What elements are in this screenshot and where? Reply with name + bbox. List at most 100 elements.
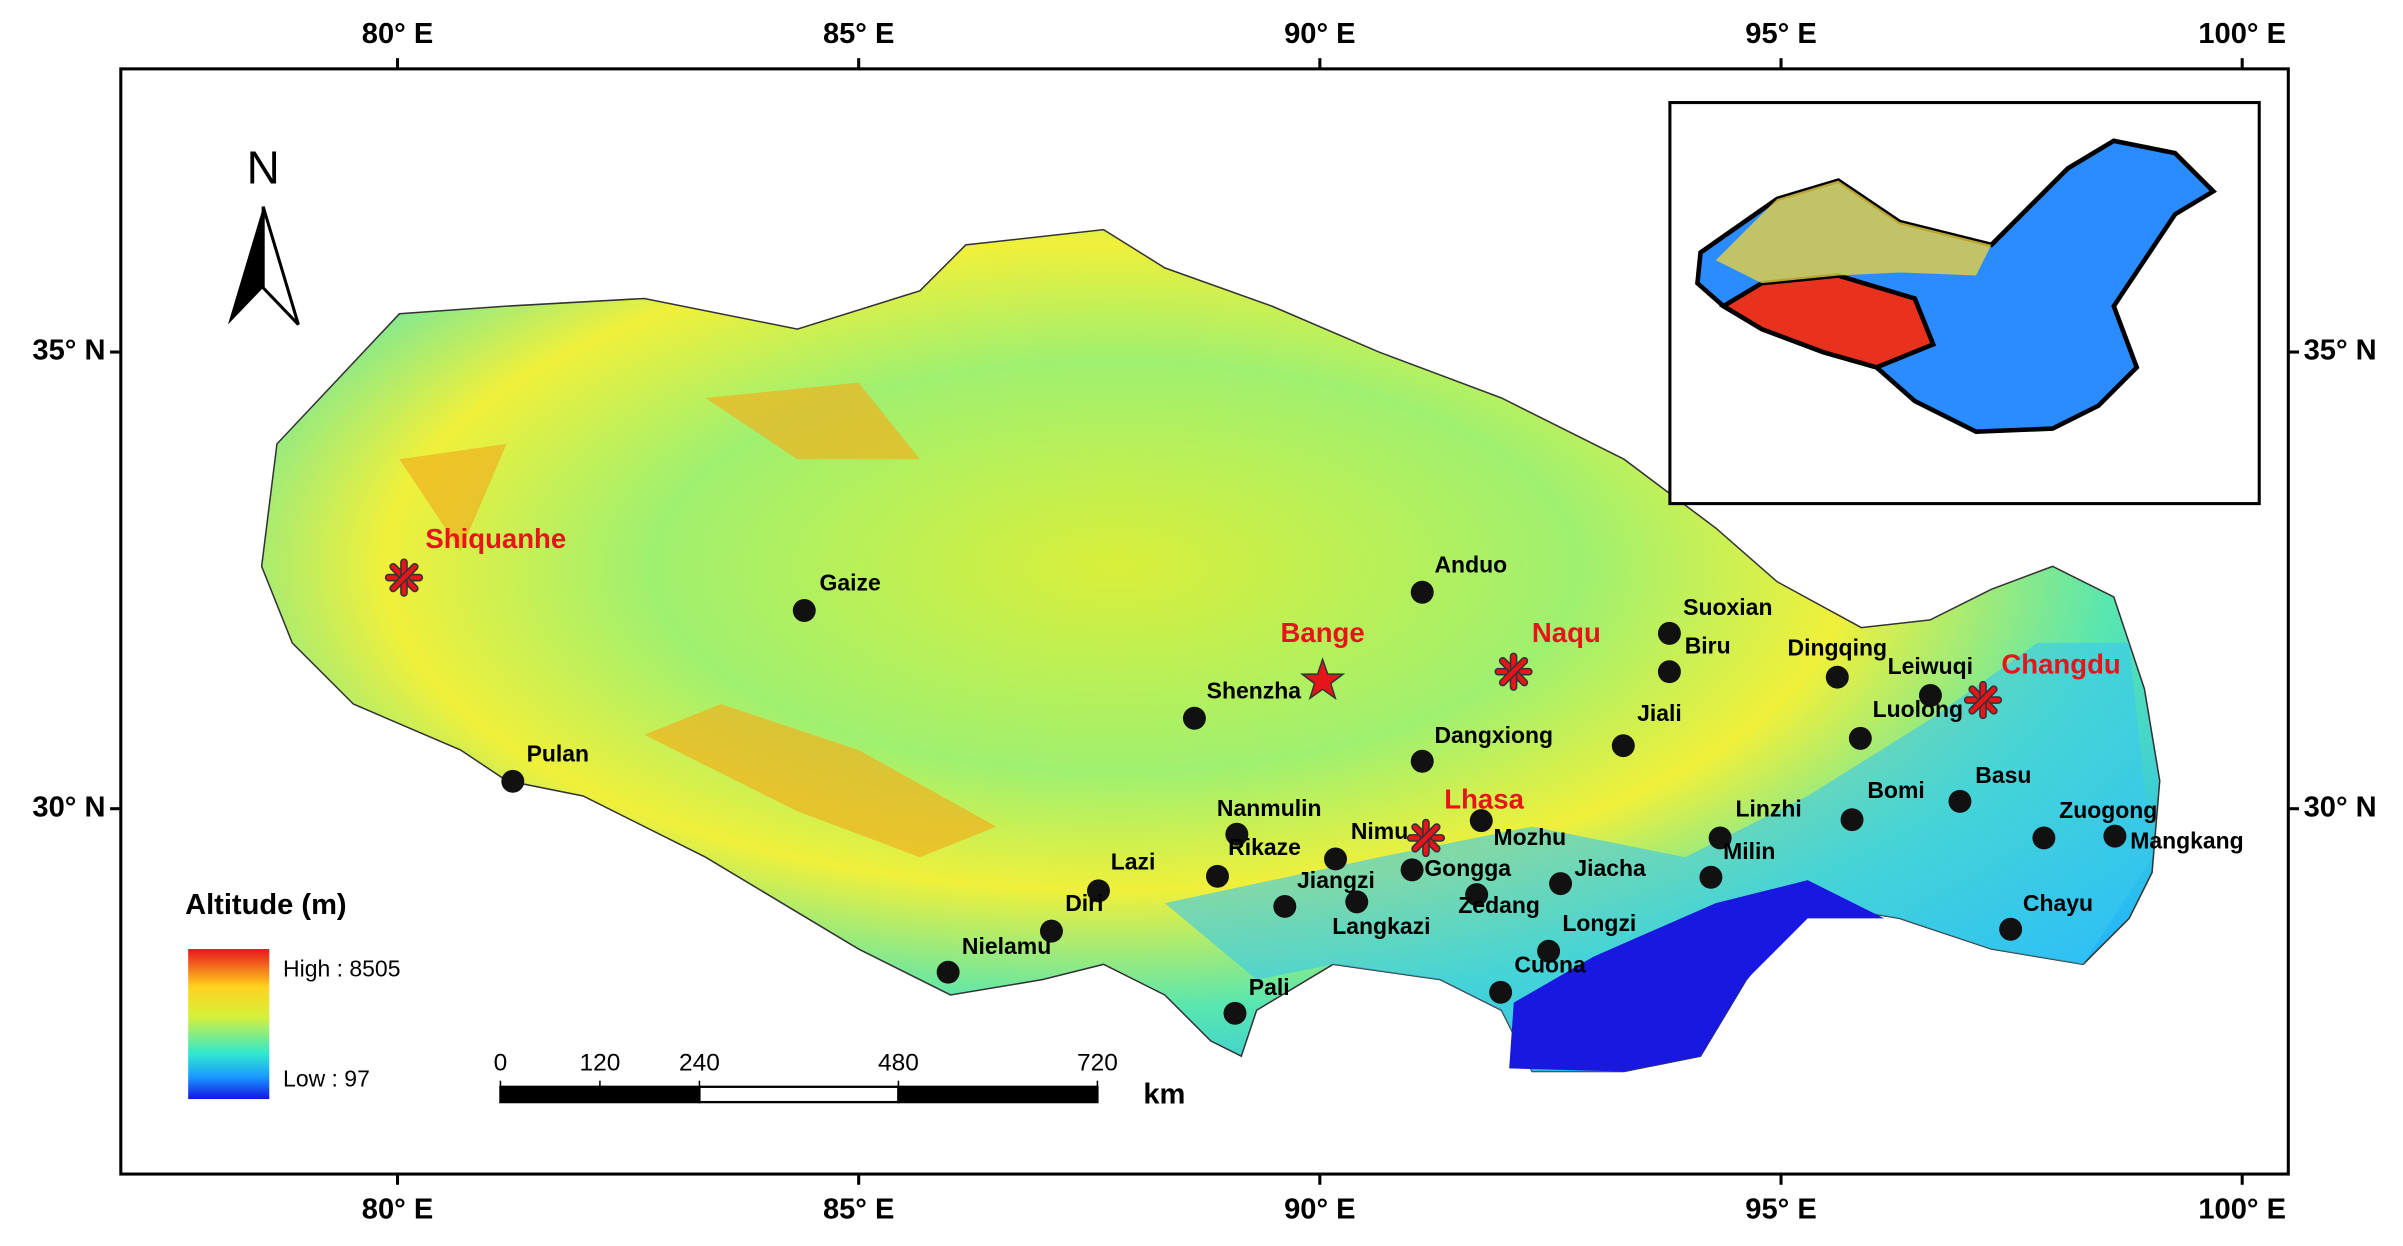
station-marker <box>1225 822 1249 846</box>
station-marker <box>1039 919 1063 943</box>
star-label: Bange <box>1281 617 1365 648</box>
x-tick-label: 90° E <box>1284 18 1355 50</box>
asterisk-stroke <box>1412 824 1440 852</box>
station-label: Shenzha <box>1207 677 1302 703</box>
station-label: Milin <box>1723 838 1775 864</box>
station-label: Leiwuqi <box>1888 653 1973 679</box>
capital-label: Naqu <box>1532 617 1601 648</box>
x-tick-label: 95° E <box>1745 1193 1816 1225</box>
station-label: Gongga <box>1424 855 1511 881</box>
scale-bar: 0 120 240 480 720 km <box>494 1049 1186 1110</box>
station-marker <box>1611 734 1635 758</box>
station-label: Longzi <box>1562 910 1636 936</box>
inset-tibet <box>1719 273 1937 370</box>
x-tick-label: 100° E <box>2198 1193 2286 1225</box>
station-marker <box>1087 879 1110 903</box>
x-tick-label: 85° E <box>823 1193 894 1225</box>
station-marker <box>1469 809 1493 833</box>
station-marker <box>1205 864 1229 888</box>
station-label: Nimu <box>1351 818 1408 844</box>
station-marker <box>1345 890 1369 914</box>
x-tick-label: 80° E <box>362 18 433 50</box>
legend-title: Altitude (m) <box>185 889 347 921</box>
station-label: Cuona <box>1514 951 1586 977</box>
capital-marker <box>1963 680 2003 720</box>
station-marker <box>1273 894 1297 918</box>
scale-segment <box>698 1085 900 1104</box>
station-label: Dangxiong <box>1434 722 1553 748</box>
y-tick-label: 35° N <box>2304 335 2377 367</box>
station-label: Langkazi <box>1332 913 1430 939</box>
station-marker <box>1840 808 1864 832</box>
scale-segment <box>499 1085 701 1104</box>
scale-label: 120 <box>580 1049 621 1076</box>
station-label: Linzhi <box>1735 795 1801 821</box>
y-tick-label: 30° N <box>2304 791 2377 823</box>
legend-low: Low : 97 <box>283 1066 370 1092</box>
y-tick-label: 30° N <box>32 791 105 823</box>
station-label: Lazi <box>1111 848 1156 874</box>
scale-label: 240 <box>679 1049 720 1076</box>
scale-label: 0 <box>494 1049 508 1076</box>
capital-marker <box>1494 652 1533 691</box>
x-tick-label: 80° E <box>362 1193 433 1225</box>
scale-segment <box>897 1085 1099 1104</box>
station-label: Jiali <box>1637 700 1682 726</box>
station-marker <box>1708 826 1732 850</box>
y-tick-label: 35° N <box>32 335 105 367</box>
station-marker <box>936 960 960 984</box>
station-marker <box>1410 749 1434 773</box>
station-label: Chayu <box>2023 890 2093 916</box>
station-label: Zedang <box>1458 892 1540 918</box>
station-label: Luolong <box>1873 696 1964 722</box>
high-ridges <box>399 382 997 858</box>
legend-high: High : 8505 <box>283 956 400 982</box>
station-marker <box>1465 883 1489 907</box>
station-label: Dingqing <box>1788 635 1887 661</box>
scale-unit: km <box>1143 1079 1185 1111</box>
legend: Altitude (m) High : 8505 Low : 97 <box>185 889 400 1100</box>
low-region <box>1509 880 1885 1072</box>
station-marker <box>1825 665 1849 689</box>
asterisk-stroke <box>390 564 418 591</box>
station-marker <box>2103 824 2127 848</box>
x-tick-label: 85° E <box>823 18 894 50</box>
station-label: Suoxian <box>1683 594 1772 620</box>
station-marker <box>1537 939 1561 963</box>
station-marker <box>2032 826 2056 850</box>
station-label: Biru <box>1685 632 1731 658</box>
inset-plateau <box>1715 180 1992 284</box>
north-label: N <box>247 142 280 194</box>
station-marker <box>1400 858 1424 882</box>
station-marker <box>1657 621 1681 645</box>
asterisk-stroke <box>1969 686 1997 714</box>
station-label: Anduo <box>1434 551 1507 577</box>
scale-label: 480 <box>878 1049 919 1076</box>
capital-marker <box>384 558 424 597</box>
station-label: Jiacha <box>1574 855 1646 881</box>
station-label: Rikaze <box>1228 834 1301 860</box>
station-marker <box>1948 789 1972 813</box>
station-marker <box>1918 683 1942 707</box>
x-tick-label: 100° E <box>2198 18 2286 50</box>
station-label: Zuogong <box>2059 797 2157 823</box>
station-label: Pulan <box>527 740 590 766</box>
station-marker <box>1699 865 1723 889</box>
capital-marker <box>1406 818 1446 858</box>
x-tick-label: 90° E <box>1284 1193 1355 1225</box>
capital-label: Changdu <box>2001 649 2120 680</box>
station-marker <box>1489 980 1513 1004</box>
valley-low <box>1164 642 2153 1072</box>
station-marker <box>1848 726 1872 750</box>
station-label: Diri <box>1065 890 1103 916</box>
asterisk-stroke <box>1500 658 1527 685</box>
capital-label: Shiquanhe <box>425 523 566 554</box>
station-marker <box>1410 580 1434 604</box>
star-marker <box>1299 657 1346 701</box>
station-marker <box>792 599 816 622</box>
station-marker <box>1223 1001 1247 1025</box>
station-marker <box>501 769 525 793</box>
x-tick-label: 95° E <box>1745 18 1816 50</box>
